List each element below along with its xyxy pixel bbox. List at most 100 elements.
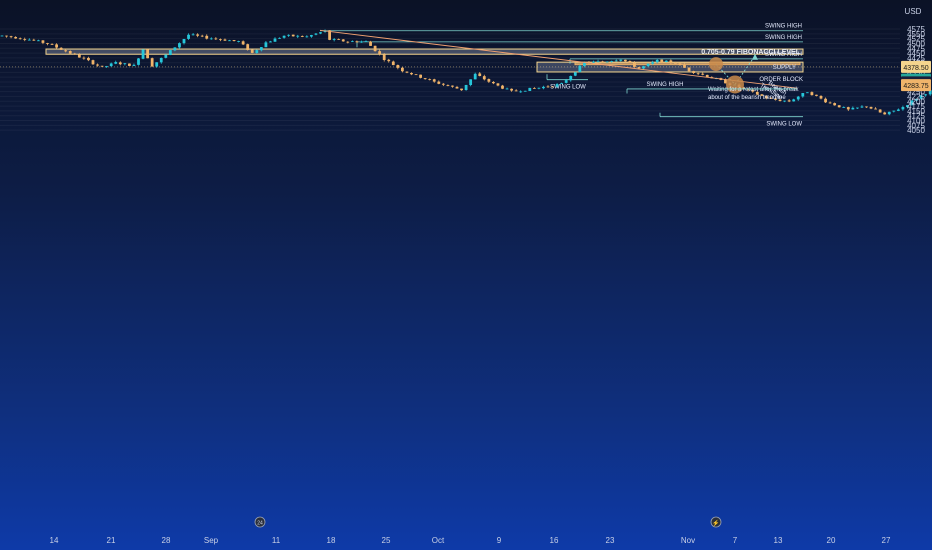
- x-tick-label: 23: [606, 536, 615, 545]
- projection-arrow: [752, 53, 758, 60]
- candle-body: [919, 95, 923, 99]
- candle-body: [360, 41, 363, 43]
- candle-body: [219, 39, 222, 41]
- y-tick-label: 4150: [907, 107, 925, 116]
- y-tick-label: 4225: [907, 92, 925, 101]
- fibonacci-label: 0.705-0.79 FIBONACCI LEVEL: [701, 49, 801, 56]
- candle-body: [787, 100, 791, 102]
- candle-body: [573, 72, 577, 76]
- candle-body: [473, 73, 477, 80]
- candle-body: [583, 62, 586, 66]
- candle-body: [328, 30, 331, 40]
- note-line-1: Waiting for a retest after the break: [708, 87, 799, 93]
- candle-body: [196, 34, 200, 36]
- candle-body: [523, 90, 527, 92]
- candle-body: [296, 35, 300, 37]
- candle-body: [883, 112, 887, 115]
- candle-body: [569, 76, 573, 81]
- candle-body: [14, 36, 18, 39]
- candle-body: [642, 66, 645, 69]
- candle-body: [250, 49, 254, 53]
- candle-body: [364, 41, 368, 42]
- candle-body: [633, 62, 636, 67]
- x-tick-label: 18: [327, 536, 336, 545]
- candle-body: [810, 92, 814, 96]
- candle-body: [592, 61, 595, 63]
- event-icon-label: 24: [257, 521, 263, 527]
- x-tick-label: Oct: [432, 536, 445, 545]
- candle-body: [0, 35, 4, 37]
- candle-body: [132, 64, 136, 66]
- candle-body: [228, 40, 231, 42]
- candle-body: [669, 60, 673, 63]
- candle-body: [100, 65, 104, 67]
- candle-body: [310, 35, 313, 37]
- candle-body: [455, 86, 459, 89]
- candle-body: [774, 98, 777, 100]
- candle-body: [237, 41, 240, 42]
- candle-body: [118, 62, 122, 65]
- price-tag: [901, 60, 931, 73]
- projection-path: [715, 55, 756, 86]
- candle-body: [305, 36, 309, 38]
- candle-body: [87, 57, 90, 61]
- candle-body: [555, 84, 559, 87]
- y-tick-label: 4475: [907, 44, 925, 53]
- candle-body: [742, 87, 746, 89]
- swing-level-label: SWING LOW: [766, 122, 802, 128]
- y-tick-label: 4575: [907, 25, 925, 34]
- candle-body: [469, 79, 473, 86]
- candle-body: [601, 61, 604, 63]
- candle-body: [924, 94, 928, 96]
- candle-body: [91, 60, 95, 65]
- candle-body: [519, 91, 523, 93]
- candle-body: [596, 61, 600, 63]
- lightning-icon-label: ⚡: [712, 519, 719, 527]
- x-tick-label: 25: [382, 536, 391, 545]
- candle-body: [887, 111, 891, 115]
- candle-body: [869, 106, 873, 109]
- candle-body: [369, 41, 372, 46]
- candle-body: [610, 61, 614, 62]
- x-tick-label: 11: [272, 536, 281, 545]
- candle-body: [815, 94, 818, 96]
- candle-body: [915, 98, 918, 101]
- candle-body: [50, 43, 54, 45]
- candle-body: [273, 38, 277, 42]
- y-tick-label: 4100: [907, 117, 925, 126]
- y-tick-label: 4075: [907, 121, 925, 130]
- candle-body: [341, 39, 345, 42]
- candle-body: [564, 80, 568, 83]
- swing-level-label: SWING HIGH: [765, 35, 802, 41]
- candle-body: [64, 50, 68, 52]
- candle-body: [778, 99, 782, 102]
- candle-body: [82, 57, 86, 59]
- x-tick-label: Sep: [204, 536, 219, 545]
- y-tick-label: 4525: [907, 35, 925, 44]
- candle-body: [537, 87, 541, 89]
- candle-body: [137, 58, 140, 65]
- y-tick-label: 4550: [907, 30, 925, 39]
- candle-body: [391, 61, 395, 66]
- y-tick-label: 4200: [907, 97, 925, 106]
- candle-body: [378, 51, 382, 55]
- candle-body: [796, 96, 800, 100]
- candle-body: [146, 49, 149, 59]
- candle-body: [906, 105, 909, 108]
- candle-body: [269, 41, 272, 43]
- x-tick-label: Nov: [681, 536, 695, 545]
- x-tick-label: 14: [50, 536, 59, 545]
- x-tick-label: 27: [882, 536, 891, 545]
- x-tick-label: 7: [733, 536, 738, 545]
- y-tick-label: 4175: [907, 102, 925, 111]
- candle-body: [451, 85, 454, 87]
- candle-body: [5, 35, 8, 37]
- candle-body: [655, 59, 659, 63]
- candle-body: [155, 62, 159, 67]
- supply-label: SUPPLY: [773, 65, 796, 71]
- candle-body: [755, 91, 759, 95]
- candle-body: [824, 98, 827, 103]
- candle-body: [842, 107, 846, 108]
